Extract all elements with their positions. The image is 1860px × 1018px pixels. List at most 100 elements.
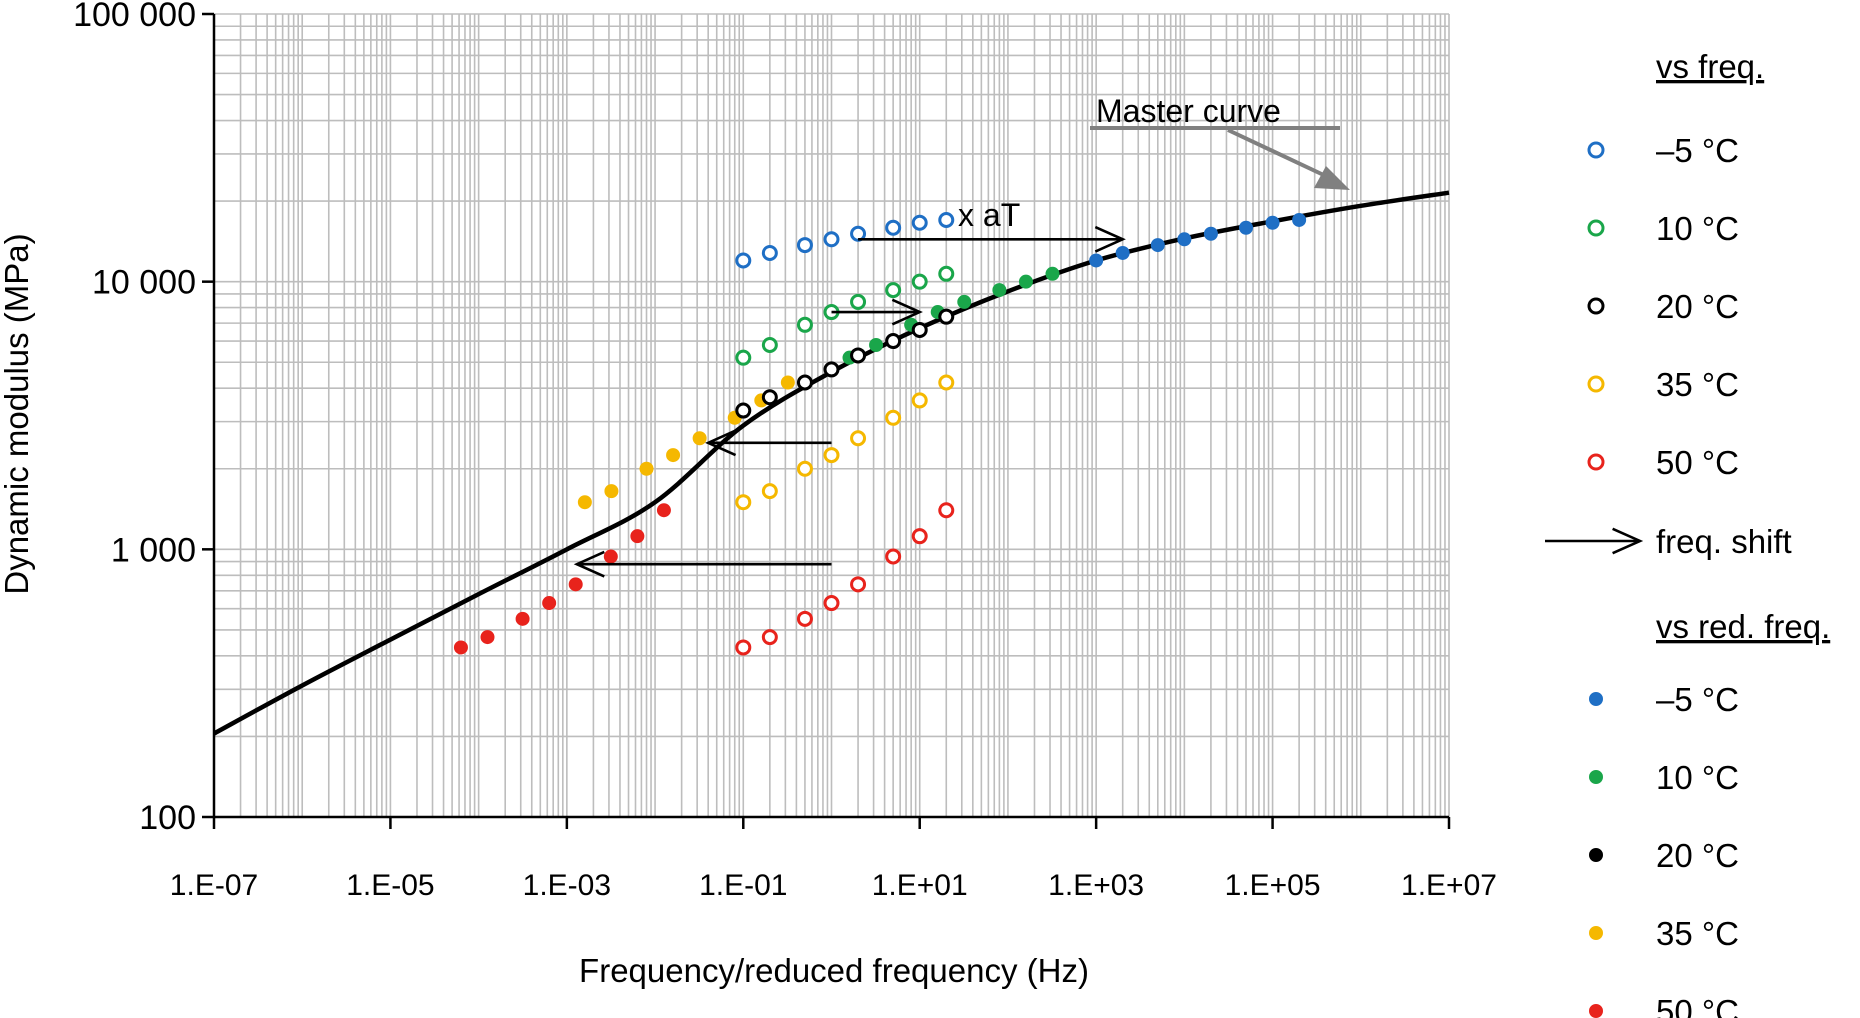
data-point-open [823, 361, 840, 378]
x-tick-label: 1.E-03 [523, 869, 611, 902]
data-point-open [796, 610, 813, 627]
data-point-filled [869, 337, 884, 352]
legend-label: 35 °C [1656, 915, 1739, 952]
data-point-open [823, 595, 840, 612]
arrow-head [891, 298, 923, 326]
data-point-open [938, 265, 955, 282]
data-point-open [911, 392, 928, 409]
data-point-filled [692, 431, 707, 446]
data-point-open [885, 282, 902, 299]
data-point-filled [1150, 238, 1165, 253]
data-point-filled [656, 503, 671, 518]
legend-marker-open [1587, 375, 1605, 393]
legend-label: 20 °C [1656, 837, 1739, 874]
legend-label: 50 °C [1656, 444, 1739, 481]
data-point-open [735, 252, 752, 269]
arrow-head [704, 429, 737, 457]
data-point-open [938, 374, 955, 391]
data-point-filled [780, 375, 795, 390]
data-point-open [850, 576, 867, 593]
data-point-filled [577, 495, 592, 510]
master-curve-label: Master curve [1096, 93, 1281, 129]
data-point-open [796, 374, 813, 391]
data-point-filled [1177, 232, 1192, 247]
freq-shift-arrow [831, 298, 923, 326]
legend-header-vs-red-freq: vs red. freq. [1656, 608, 1830, 645]
legend-marker-filled [1589, 770, 1603, 784]
data-point-filled [1089, 253, 1104, 268]
data-point-filled [453, 640, 468, 655]
data-point-open [911, 528, 928, 545]
arrow-head [573, 550, 605, 578]
x-axis-title: Frequency/reduced frequency (Hz) [579, 952, 1089, 989]
data-point-open [911, 321, 928, 338]
legend: vs freq. vs red. freq. freq. shift –5 °C… [1587, 48, 1830, 1018]
legend-header-vs-freq: vs freq. [1656, 48, 1764, 85]
legend-marker-filled [1589, 848, 1603, 862]
legend-label: –5 °C [1656, 132, 1739, 169]
master-curve-pointer-arrow [1227, 128, 1350, 190]
legend-marker-filled [1589, 692, 1603, 706]
x-tick-label: 1.E-05 [346, 869, 434, 902]
data-point-open [885, 219, 902, 236]
legend-label: –5 °C [1656, 681, 1739, 718]
freq-shift-arrow [858, 225, 1126, 253]
y-axis-title: Dynamic modulus (MPa) [0, 233, 35, 594]
data-point-open [735, 349, 752, 366]
data-point-open [735, 402, 752, 419]
data-point-open [938, 308, 955, 325]
legend-label: 50 °C [1656, 993, 1739, 1018]
data-point-filled [666, 448, 681, 463]
data-point-open [796, 316, 813, 333]
legend-marker-open [1587, 297, 1605, 315]
legend-marker-open [1587, 453, 1605, 471]
data-point-filled [992, 283, 1007, 298]
axes [212, 14, 1449, 819]
pointer-shaft [1227, 128, 1331, 180]
data-point-open [735, 494, 752, 511]
legend-marker-filled [1589, 926, 1603, 940]
data-point-filled [1115, 245, 1130, 260]
annotations: x aT Master curve [958, 93, 1350, 233]
x-tick-label: 1.E+03 [1048, 869, 1144, 902]
data-point-open [911, 273, 928, 290]
x-tick-label: 1.E-07 [170, 869, 258, 902]
data-point-filled [1239, 220, 1254, 235]
data-point-filled [568, 577, 583, 592]
data-point-filled [1265, 215, 1280, 230]
data-point-open [761, 483, 778, 500]
data-point-open [885, 333, 902, 350]
legend-label: 10 °C [1656, 210, 1739, 247]
data-points [453, 211, 1307, 656]
freq-shift-arrow [704, 429, 832, 457]
x-tick-label: 1.E-01 [699, 869, 787, 902]
grid-lines [213, 13, 1450, 818]
legend-label-freq-shift: freq. shift [1656, 523, 1792, 560]
data-point-open [735, 639, 752, 656]
data-point-open [850, 430, 867, 447]
data-point-open [938, 502, 955, 519]
y-tick-label: 10 000 [92, 264, 196, 302]
shift-arrows [573, 225, 1644, 578]
data-point-filled [1045, 266, 1060, 281]
arrow-head [1612, 527, 1644, 555]
x-tick-label: 1.E+05 [1225, 869, 1321, 902]
legend-marker-open [1587, 141, 1605, 159]
x-tick-label: 1.E+07 [1401, 869, 1497, 902]
data-point-open [761, 629, 778, 646]
legend-marker-filled [1589, 1004, 1603, 1018]
data-point-filled [542, 596, 557, 611]
data-point-filled [603, 549, 618, 564]
arrow-head [1094, 225, 1126, 253]
data-point-filled [604, 484, 619, 499]
data-point-open [796, 460, 813, 477]
data-point-filled [630, 529, 645, 544]
data-point-open [850, 347, 867, 364]
y-tick-label: 100 000 [73, 0, 196, 34]
data-point-filled [515, 611, 530, 626]
data-point-open [761, 336, 778, 353]
data-point-open [885, 409, 902, 426]
legend-marker-open [1587, 219, 1605, 237]
data-point-filled [1018, 274, 1033, 289]
